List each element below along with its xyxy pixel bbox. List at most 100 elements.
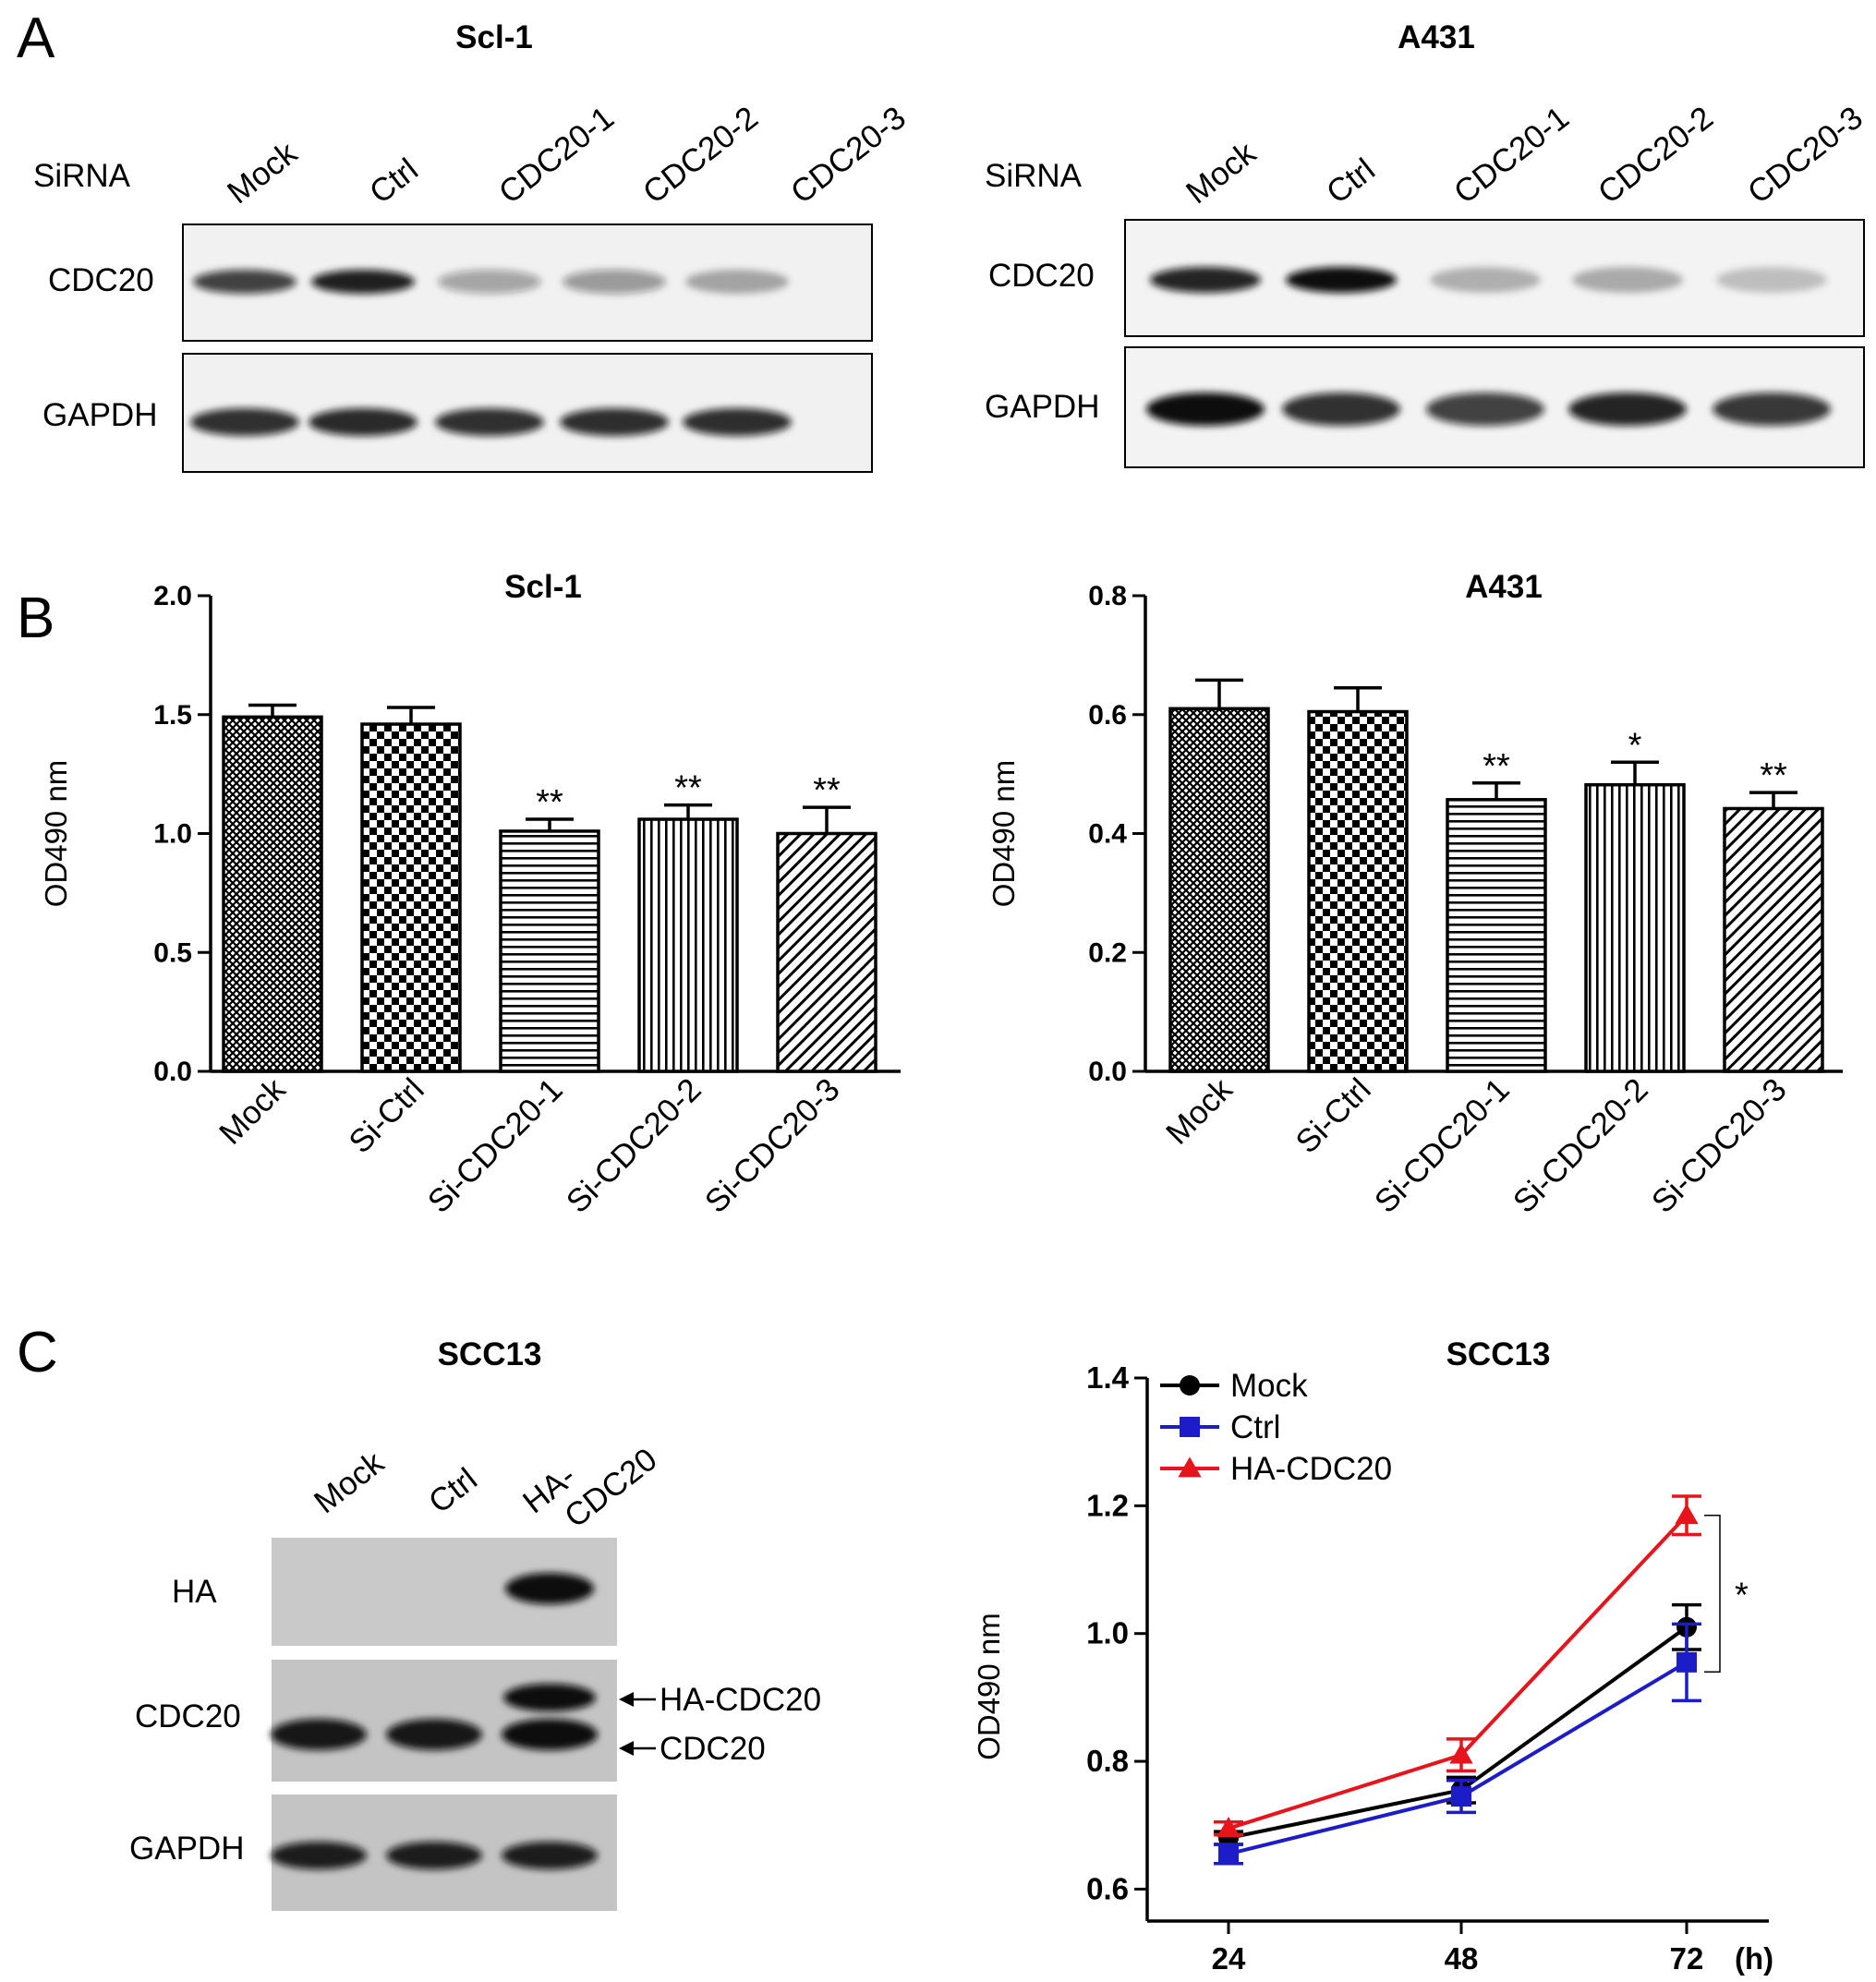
band-row-gapdh — [1146, 393, 1831, 426]
blot-panel-scc13: SCC13 Mock Ctrl HA-CDC20 HA CDC20 GAPDH HA… — [129, 1336, 821, 1911]
data-point — [1675, 1504, 1699, 1525]
y-tick-label: 0.4 — [1088, 819, 1127, 850]
chart-title: Scl-1 — [504, 569, 582, 605]
bar-si-cdc20-2 — [637, 817, 739, 1073]
lane-label-cdc20-1: CDC20-1 — [1447, 100, 1576, 211]
blot-label-ha: HA — [172, 1574, 217, 1610]
protein-band — [271, 1842, 367, 1869]
y-tick-label: 0.6 — [1086, 1871, 1129, 1905]
lane-label-cdc20-2: CDC20-2 — [636, 100, 765, 211]
protein-band — [1430, 267, 1541, 293]
panel-letter-b: B — [17, 586, 54, 650]
blot-panel-a431: A431 SiRNA Mock Ctrl CDC20-1 CDC20-2 CDC20-3… — [985, 19, 1870, 468]
data-point — [1218, 1843, 1239, 1865]
legend-entry-mock: Mock — [1160, 1368, 1308, 1404]
bar-si-cdc20-1 — [499, 829, 600, 1073]
arrow-label-cdc20: CDC20 — [660, 1731, 766, 1767]
bar-mock — [1168, 707, 1270, 1073]
lane-label-mock: Mock — [1180, 135, 1263, 211]
protein-band — [1716, 267, 1827, 293]
blot-label-gapdh: GAPDH — [985, 389, 1099, 425]
blot-label-cdc20: CDC20 — [135, 1698, 241, 1734]
y-tick-label: 1.4 — [1086, 1360, 1130, 1395]
protein-band — [435, 408, 544, 436]
chart-title: SCC13 — [1446, 1336, 1551, 1372]
legend-marker — [1180, 1417, 1200, 1437]
protein-band — [386, 1842, 482, 1869]
y-tick-label: 0.8 — [1088, 581, 1127, 611]
protein-band — [563, 270, 666, 294]
x-tick-label: 24 — [1212, 1941, 1246, 1976]
x-tick-label: 48 — [1445, 1941, 1479, 1976]
significance-marker: ** — [813, 771, 841, 810]
data-point — [1451, 1786, 1471, 1807]
lane-label-ctrl: Ctrl — [422, 1461, 484, 1520]
data-point — [1449, 1743, 1473, 1764]
arrow-cdc20: CDC20 — [619, 1731, 766, 1767]
lane-labels: Mock Ctrl CDC20-1 CDC20-2 CDC20-3 — [1180, 100, 1870, 211]
protein-band — [438, 270, 541, 294]
lane-label-cdc20-2: CDC20-2 — [1592, 100, 1720, 211]
protein-band — [271, 1719, 367, 1750]
band-rows — [271, 1573, 598, 1869]
line-chart-scc13: SCC13 0.6 0.8 1.0 1.2 1.4 24 48 72 (h) OD490 nm Moc… — [972, 1336, 1773, 1976]
blot-label-cdc20: CDC20 — [48, 262, 154, 298]
y-axis-title: OD490 nm — [972, 1613, 1006, 1760]
y-tick-label: 0.2 — [1088, 937, 1127, 968]
protein-band — [1713, 393, 1831, 426]
significance-marker: ** — [1760, 756, 1787, 795]
arrow-label-ha-cdc20: HA-CDC20 — [660, 1682, 821, 1718]
bar-si-cdc20-3 — [776, 831, 877, 1073]
legend-marker — [1180, 1375, 1200, 1396]
protein-band — [502, 1842, 598, 1869]
series-ha-cdc20 — [1214, 1494, 1701, 1838]
protein-band — [683, 408, 792, 436]
lane-label-ctrl: Ctrl — [363, 151, 425, 211]
significance-marker: ** — [1483, 747, 1510, 786]
lane-label-cdc20-3: CDC20-3 — [1741, 100, 1870, 211]
band-row-cdc20 — [1150, 267, 1827, 293]
lane-label-cdc20-3: CDC20-3 — [784, 100, 913, 211]
protein-band — [1568, 393, 1687, 426]
x-tick-label: Mock — [1159, 1071, 1240, 1152]
band-row-gapdh — [190, 408, 792, 436]
x-tick-label: Si-CDC20-3 — [1645, 1071, 1794, 1220]
row-header-sirna: SiRNA — [985, 158, 1083, 194]
protein-band — [1572, 267, 1683, 293]
y-tick-label: 1.0 — [1086, 1616, 1129, 1650]
series-ctrl — [1214, 1622, 1701, 1866]
significance-marker: ** — [674, 769, 702, 808]
bar-mock — [222, 715, 323, 1073]
x-axis-unit: (h) — [1735, 1941, 1773, 1976]
x-tick-label: Si-CDC20-3 — [698, 1071, 847, 1220]
legend-label: Mock — [1230, 1368, 1308, 1404]
protein-band — [193, 270, 297, 294]
significance-marker: * — [1628, 726, 1642, 765]
panel-letter-a: A — [17, 6, 55, 70]
protein-band — [386, 1719, 482, 1750]
x-tick-label: Si-CDC20-1 — [1368, 1071, 1517, 1220]
blot-label-gapdh: GAPDH — [129, 1831, 244, 1867]
protein-band — [685, 270, 789, 294]
protein-band — [1146, 393, 1265, 426]
bar-si-cdc20-1 — [1446, 798, 1547, 1073]
lane-labels: Mock Ctrl HA-CDC20 — [308, 1441, 664, 1534]
protein-band — [560, 408, 669, 436]
row-header-sirna: SiRNA — [33, 158, 131, 194]
y-tick-label: 0.8 — [1086, 1744, 1129, 1778]
blot-label-gapdh: GAPDH — [42, 397, 157, 433]
panel-letter-c: C — [17, 1321, 58, 1384]
protein-band — [309, 408, 418, 436]
legend-marker — [1178, 1456, 1202, 1478]
band-row-cdc20 — [193, 270, 789, 294]
lane-label-ctrl: Ctrl — [1320, 151, 1382, 211]
protein-band — [190, 408, 299, 436]
blot-panel-scl1: Scl-1 SiRNA Mock Ctrl CDC20-1 CDC20-2 CDC20-… — [33, 19, 913, 473]
bar-si-cdc20-2 — [1584, 782, 1686, 1073]
y-tick-label: 2.0 — [153, 581, 192, 611]
protein-band — [1282, 393, 1400, 426]
bar-chart-scl1: Scl-1 0.0 0.5 1.0 1.5 2.0 OD490 nm Mock Si-Ctrl *… — [39, 569, 901, 1220]
bar-si-cdc20-3 — [1723, 806, 1824, 1073]
